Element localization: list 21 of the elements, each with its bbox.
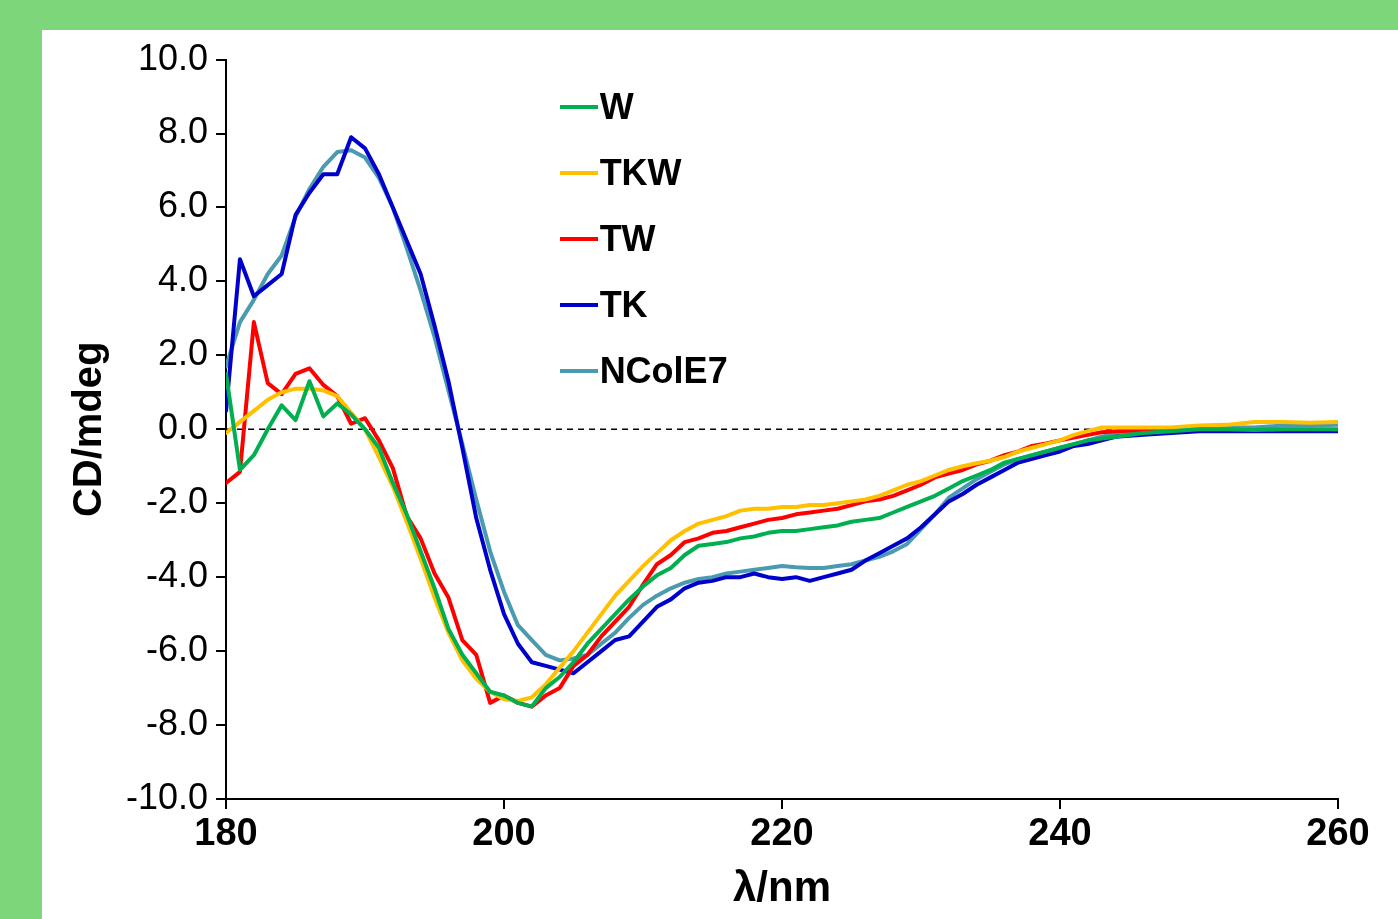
y-tick-label: -8.0 — [146, 701, 209, 743]
y-tick-label: 2.0 — [158, 332, 209, 374]
legend-label: W — [599, 86, 634, 129]
y-tick-label: 8.0 — [158, 110, 209, 152]
y-tick-label: -6.0 — [146, 628, 209, 670]
legend-label: TW — [599, 218, 656, 261]
y-tick-label: 6.0 — [158, 184, 209, 226]
legend-label: TK — [599, 284, 648, 327]
y-tick-label: 4.0 — [158, 258, 209, 300]
y-tick-label: 0.0 — [158, 406, 209, 448]
x-tick-label: 200 — [472, 811, 536, 854]
x-tick-label: 220 — [750, 811, 814, 854]
legend-label: NColE7 — [599, 350, 728, 393]
x-tick-label: 260 — [1306, 811, 1370, 854]
x-tick-label: 240 — [1028, 811, 1092, 854]
x-axis-title: λ/nm — [733, 863, 832, 911]
y-tick-label: -2.0 — [146, 480, 209, 522]
legend-label: TKW — [599, 152, 682, 195]
y-tick-label: -4.0 — [146, 554, 209, 596]
y-axis-title: CD/mdeg — [65, 341, 110, 518]
y-tick-label: 10.0 — [137, 36, 209, 78]
